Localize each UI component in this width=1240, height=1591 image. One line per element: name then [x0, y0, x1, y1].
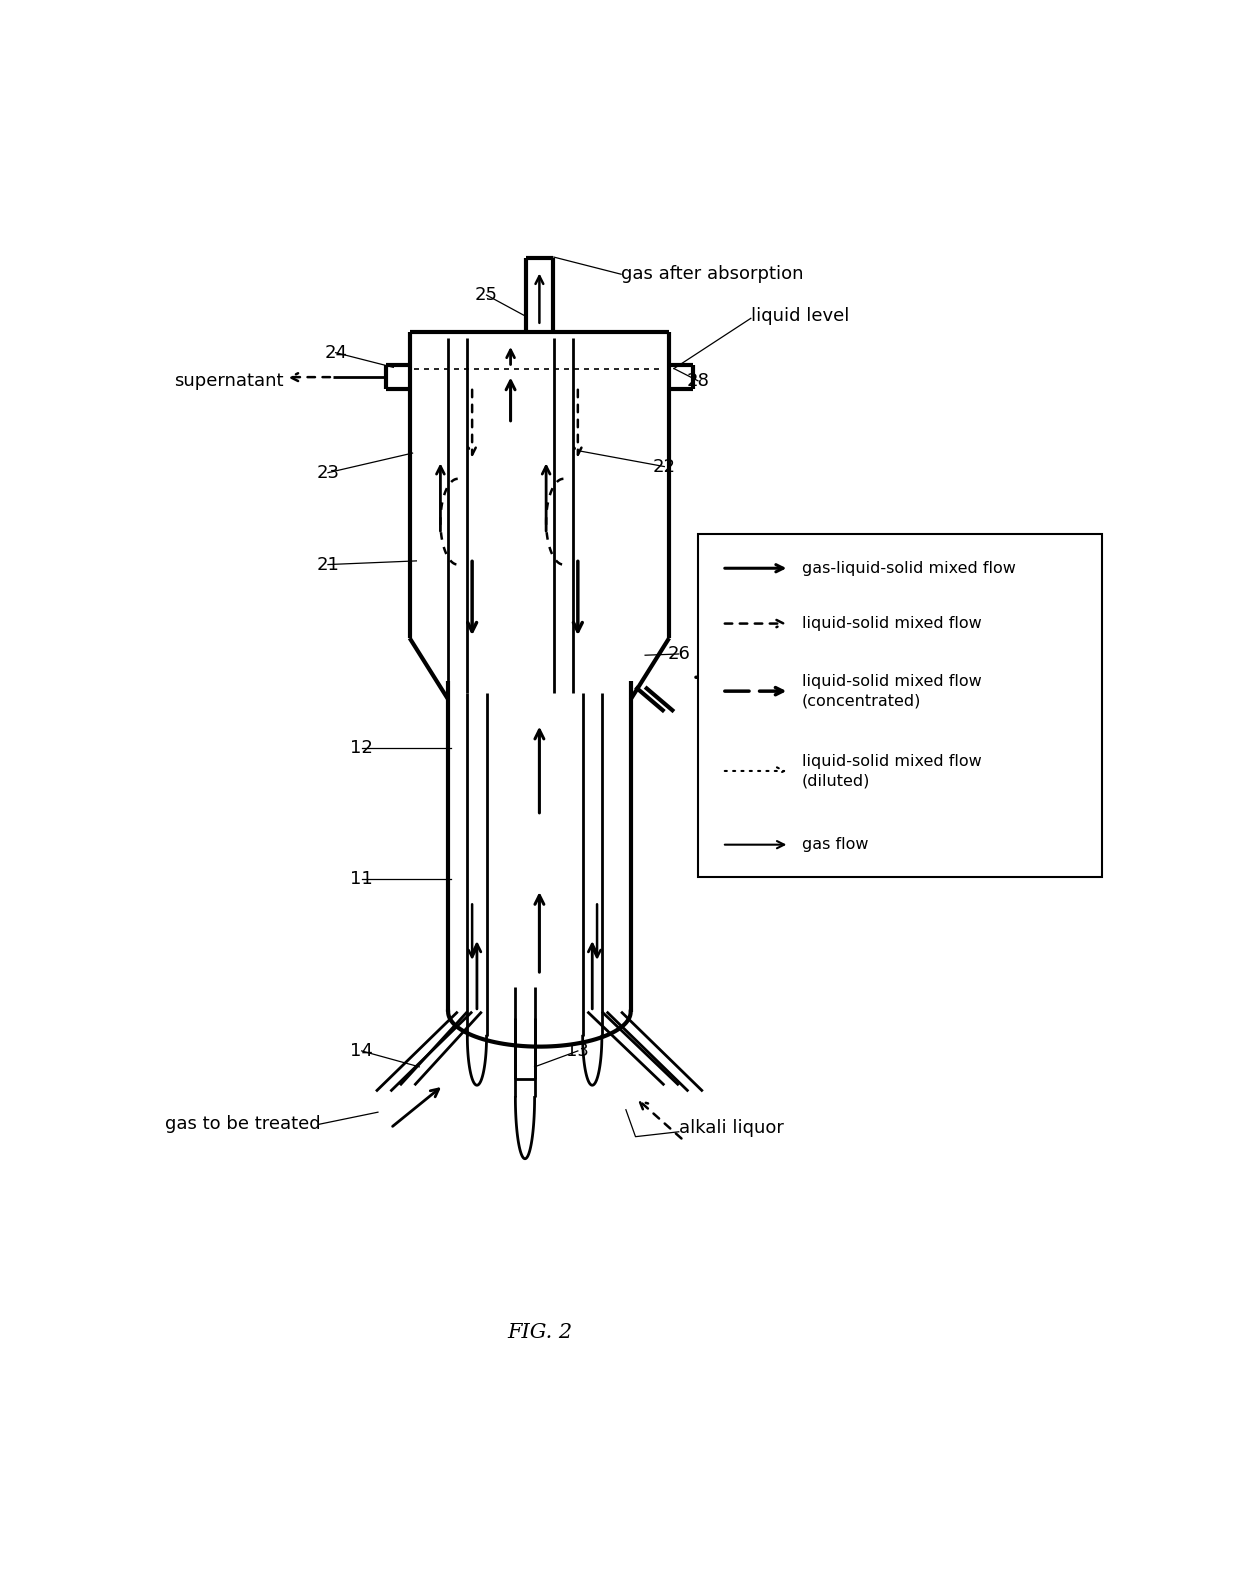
- Text: gas to be treated: gas to be treated: [165, 1115, 320, 1133]
- Text: liquid-solid mixed flow: liquid-solid mixed flow: [802, 616, 982, 632]
- Text: gas after absorption: gas after absorption: [621, 266, 804, 283]
- Text: liquid level: liquid level: [751, 307, 849, 325]
- Text: 22: 22: [652, 458, 676, 476]
- Text: 23: 23: [316, 463, 340, 482]
- Text: supernatant: supernatant: [174, 372, 284, 390]
- Text: liquid-solid mixed flow
(concentrated): liquid-solid mixed flow (concentrated): [802, 673, 982, 708]
- Text: 13: 13: [567, 1042, 589, 1060]
- Text: FIG. 2: FIG. 2: [507, 1324, 572, 1343]
- Text: 12: 12: [350, 740, 373, 757]
- Text: gas-liquid-solid mixed flow: gas-liquid-solid mixed flow: [802, 560, 1016, 576]
- Text: 14: 14: [350, 1042, 373, 1060]
- Text: gas flow: gas flow: [802, 837, 868, 853]
- Text: carbonate concentrated liquor: carbonate concentrated liquor: [717, 654, 992, 671]
- Text: 21: 21: [316, 555, 340, 574]
- Text: 25: 25: [475, 286, 498, 304]
- Text: 26: 26: [667, 644, 691, 663]
- Text: liquid-solid mixed flow
(diluted): liquid-solid mixed flow (diluted): [802, 754, 982, 789]
- Text: alkali liquor: alkali liquor: [678, 1118, 784, 1138]
- Text: 24: 24: [324, 344, 347, 361]
- Bar: [698, 535, 1101, 877]
- Text: 28: 28: [687, 372, 709, 390]
- Text: 11: 11: [350, 870, 373, 888]
